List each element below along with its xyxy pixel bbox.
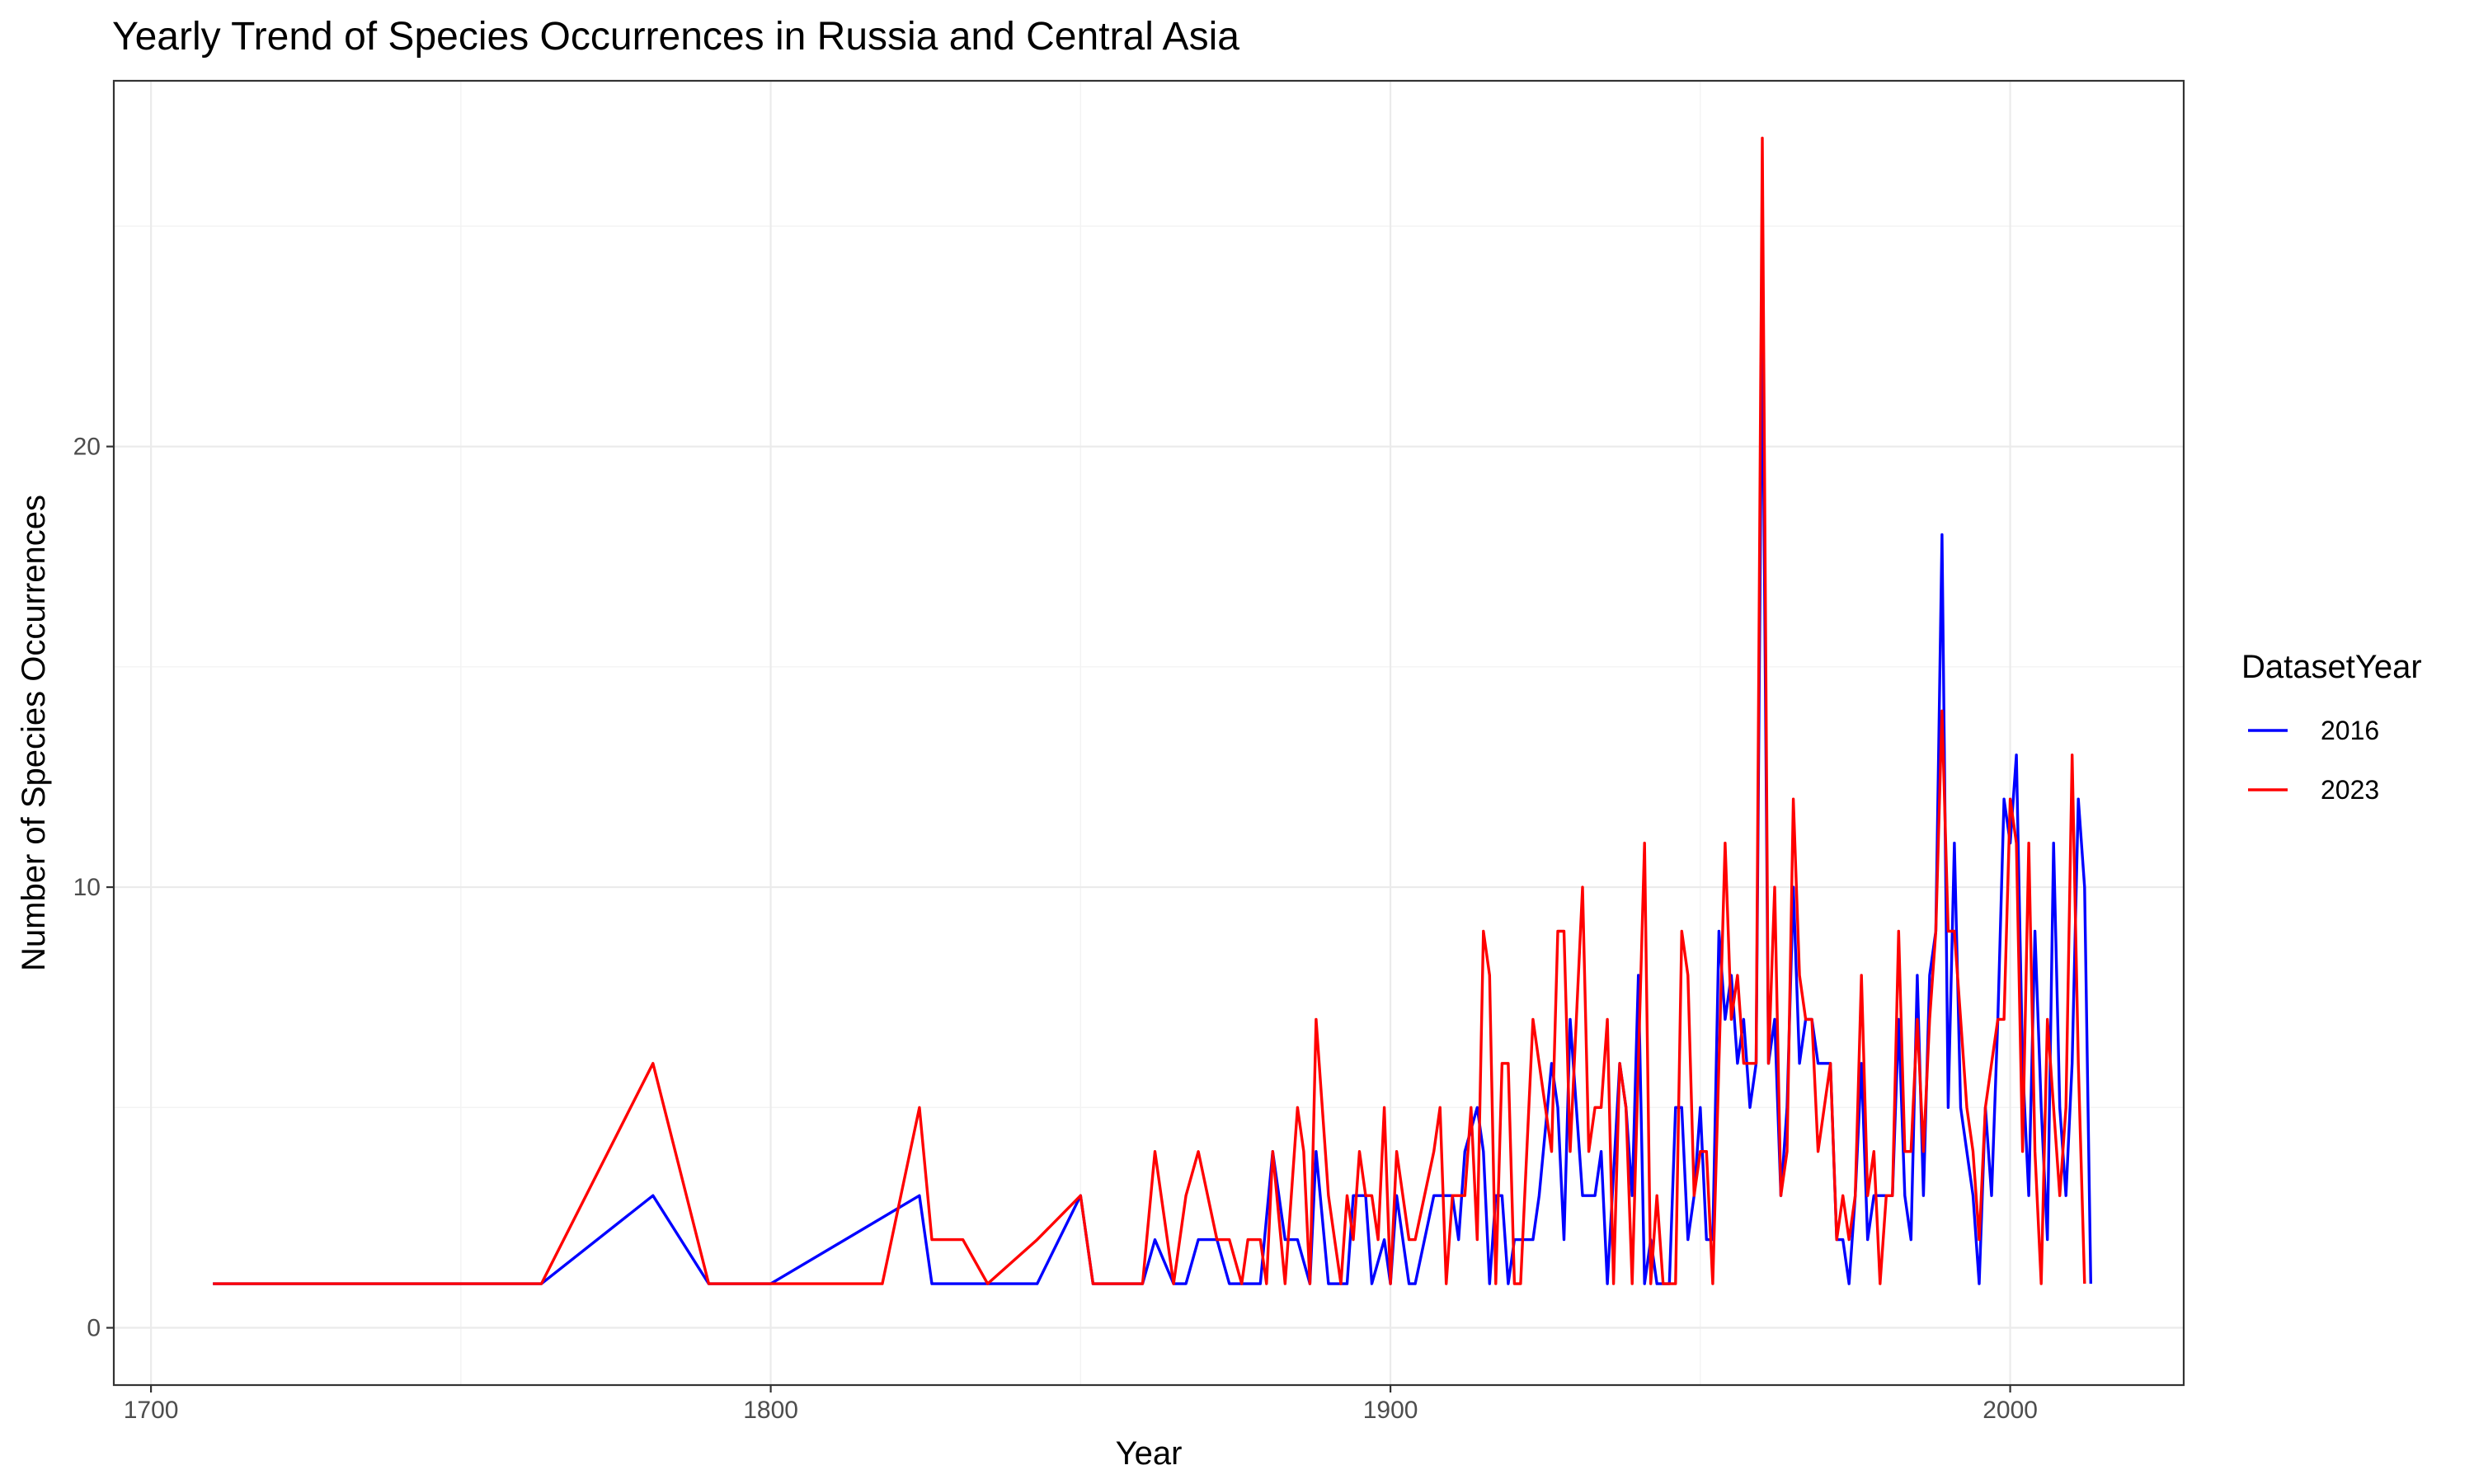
y-tick-label: 20 bbox=[73, 434, 101, 461]
panel-background bbox=[114, 81, 2184, 1385]
x-tick-label: 2000 bbox=[1982, 1397, 2038, 1424]
y-tick-label: 10 bbox=[73, 874, 101, 901]
major-grid bbox=[114, 81, 2184, 1385]
x-tick-label: 1700 bbox=[124, 1397, 179, 1424]
legend-items: 2016 2023 bbox=[2248, 716, 2379, 805]
plot-panel bbox=[112, 79, 2185, 1387]
y-axis-title: Number of Species Occurrences bbox=[16, 495, 52, 971]
x-axis: 1700 1800 1900 2000 bbox=[124, 1385, 2038, 1424]
legend: DatasetYear 2016 2023 bbox=[2241, 649, 2422, 805]
x-axis-title: Year bbox=[1116, 1435, 1183, 1472]
series-layer bbox=[213, 136, 2092, 1285]
x-tick-label: 1800 bbox=[743, 1397, 798, 1424]
minor-grid bbox=[114, 81, 2184, 1385]
legend-label-2016: 2016 bbox=[2321, 716, 2379, 745]
series-line-2023 bbox=[213, 136, 2086, 1285]
y-axis: 0 10 20 bbox=[73, 434, 114, 1342]
chart-title: Yearly Trend of Species Occurrences in R… bbox=[112, 15, 1239, 59]
legend-title: DatasetYear bbox=[2241, 649, 2422, 685]
x-tick-label: 1900 bbox=[1363, 1397, 1418, 1424]
y-tick-label: 0 bbox=[87, 1315, 101, 1342]
legend-label-2023: 2023 bbox=[2321, 775, 2379, 805]
panel-border bbox=[112, 79, 2185, 1387]
